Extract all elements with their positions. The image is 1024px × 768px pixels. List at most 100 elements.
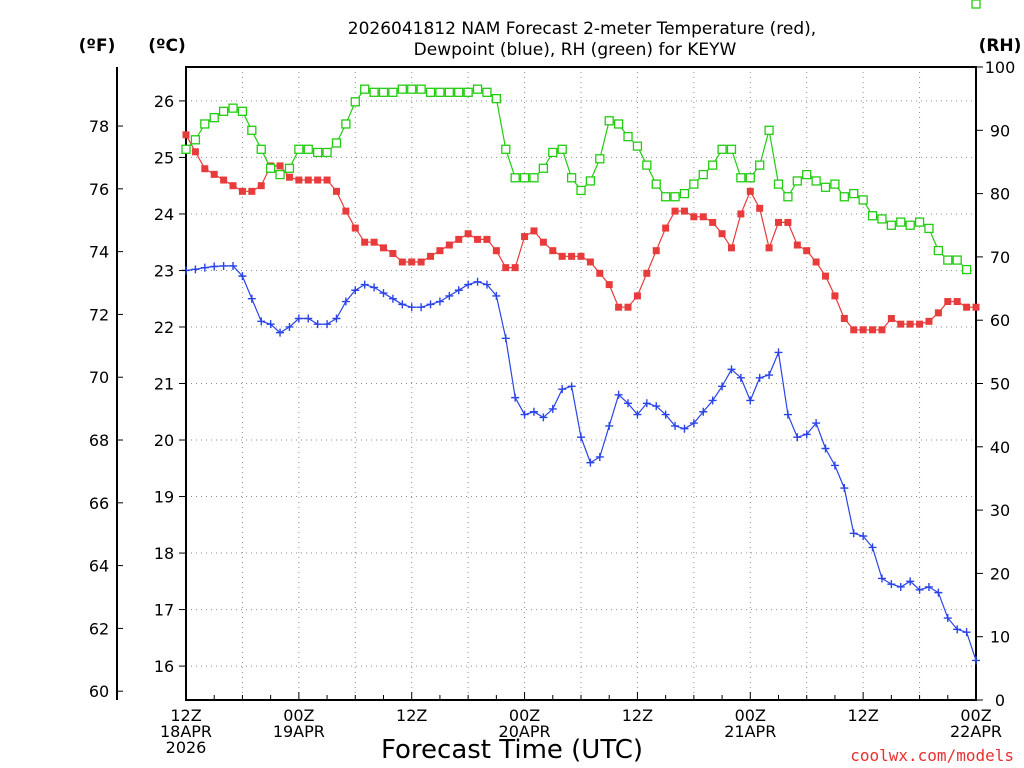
dewpoint-point (473, 277, 482, 286)
dewpoint-point (652, 402, 661, 411)
temperature-point (455, 235, 463, 243)
temperature-point (427, 252, 435, 260)
fahrenheit-tick-label: 78 (89, 117, 109, 136)
temperature-point (944, 298, 952, 306)
rh-point (538, 163, 549, 173)
rh-point (773, 179, 784, 189)
rh-point (313, 147, 323, 158)
rh-point (388, 87, 398, 97)
temperature-point (878, 326, 886, 334)
dewpoint-point (633, 410, 642, 419)
temperature-point (633, 292, 641, 300)
rh-point (341, 119, 351, 129)
fahrenheit-tick-label: 72 (89, 305, 109, 324)
data-series (181, 0, 981, 665)
temperature-point (323, 176, 331, 184)
fahrenheit-tick-label: 60 (89, 682, 109, 701)
temperature-point (887, 315, 895, 323)
dewpoint-point (266, 320, 275, 329)
dewpoint-point (830, 461, 839, 470)
temperature-point (869, 326, 877, 334)
temperature-point (822, 272, 830, 280)
temperature-point (342, 207, 350, 215)
rh-point (896, 217, 906, 227)
series-temperature (182, 131, 980, 334)
rh-point (679, 188, 690, 199)
dewpoint-point (454, 286, 463, 295)
rh-point (454, 87, 464, 97)
dewpoint-point (567, 382, 576, 391)
dewpoint-point (962, 628, 971, 637)
temperature-point (398, 258, 406, 266)
dewpoint-point (276, 328, 285, 337)
dewpoint-point (755, 373, 764, 382)
dewpoint-point (614, 390, 623, 399)
rh-point (369, 87, 379, 97)
rh-point (548, 147, 558, 158)
rh-point (886, 220, 897, 230)
temperature-point (624, 303, 632, 311)
rh-point (322, 147, 332, 158)
temperature-point (492, 247, 500, 255)
dewpoint-point (765, 371, 774, 380)
dewpoint-point (868, 543, 877, 552)
celsius-tick-label: 17 (154, 601, 174, 620)
temperature-point (652, 247, 660, 255)
chart-title-line-1: 2026041812 NAM Forecast 2-meter Temperat… (348, 19, 816, 39)
rh-point (755, 160, 765, 170)
dewpoint-point (435, 297, 444, 306)
rh-point (557, 144, 567, 154)
temperature-point (539, 238, 547, 246)
rh-point (905, 220, 915, 230)
rh-point (839, 192, 849, 202)
temperature-point (727, 244, 735, 252)
rh-point (802, 169, 812, 180)
dewpoint-point (840, 484, 849, 493)
celsius-tick-label: 21 (154, 375, 174, 394)
dewpoint-point (323, 320, 332, 329)
x-tick-label: 12Z (622, 706, 653, 725)
rh-tick-label: 20 (990, 564, 1010, 583)
x-axis-label: Forecast Time (UTC) (381, 735, 643, 765)
rh-point (472, 84, 483, 94)
temperature-point (699, 213, 707, 221)
temperature-point (690, 213, 698, 221)
dewpoint-point (548, 404, 557, 413)
temperature-point (417, 258, 425, 266)
celsius-tick-label: 22 (154, 318, 174, 337)
fahrenheit-tick-label: 74 (89, 243, 109, 262)
rh-point (961, 264, 972, 275)
dewpoint-point (953, 625, 962, 634)
temperature-point (530, 227, 538, 235)
rh-point (792, 176, 802, 186)
dewpoint-point (294, 314, 303, 323)
temperature-point (257, 182, 265, 190)
temperature-point (464, 230, 472, 238)
celsius-tick-label: 26 (154, 92, 174, 111)
dewpoint-point (821, 444, 830, 453)
rh-point (632, 141, 643, 151)
dewpoint-point (445, 291, 454, 300)
dewpoint-point (351, 286, 360, 295)
dewpoint-point (501, 334, 510, 343)
rh-point (943, 255, 953, 265)
temperature-point (229, 182, 237, 190)
series-dewpoint (182, 261, 980, 665)
rh-point (745, 173, 755, 183)
rh-point (698, 169, 708, 180)
fahrenheit-tick-label: 64 (89, 557, 109, 576)
temperature-point (662, 224, 670, 232)
rh-point (764, 125, 774, 135)
temperature-point (408, 258, 416, 266)
rh-point (576, 185, 586, 196)
dewpoint-point (680, 424, 689, 433)
temperature-point (803, 247, 811, 255)
dewpoint-point (210, 262, 219, 271)
x-tick-label: 19APR (273, 722, 325, 741)
dewpoint-point (708, 396, 717, 405)
temperature-point (380, 244, 387, 252)
celsius-tick-label: 20 (154, 431, 174, 450)
temperature-point (916, 320, 924, 328)
rh-tick-label: 10 (990, 628, 1010, 647)
rh-point (218, 106, 229, 116)
